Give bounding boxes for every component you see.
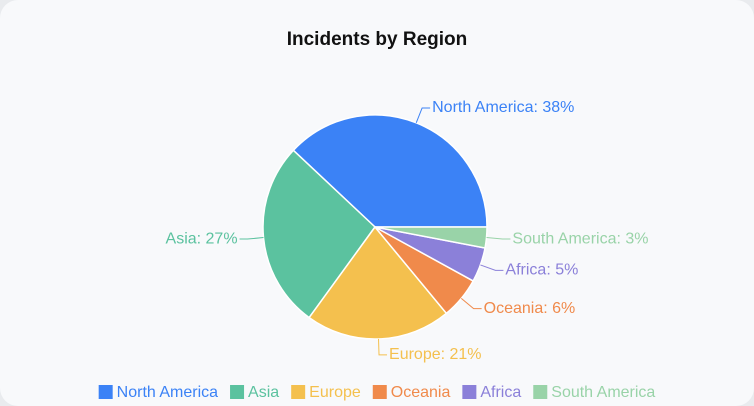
legend-swatch xyxy=(372,385,387,399)
legend-swatch xyxy=(98,385,113,399)
pie-slice xyxy=(308,225,448,340)
data-label: Asia: 27% xyxy=(166,230,238,247)
leader-line xyxy=(486,237,511,240)
leader-line xyxy=(480,264,504,271)
legend-swatch xyxy=(230,385,245,399)
legend-label: North America xyxy=(117,384,218,401)
pie-slice xyxy=(292,114,488,228)
data-label: Africa: 5% xyxy=(505,262,578,279)
pie-slice xyxy=(374,226,488,249)
legend-label: Europe xyxy=(309,384,361,401)
legend-label: Africa xyxy=(480,384,521,401)
data-label: Europe: 21% xyxy=(389,346,482,363)
leader-line xyxy=(378,338,388,356)
data-label: South America: 3% xyxy=(512,230,648,247)
legend: North America Asia Europe Oceania Africa Sout… xyxy=(98,384,655,401)
leader-line xyxy=(415,107,431,124)
legend-swatch xyxy=(291,385,306,399)
legend-swatch xyxy=(533,385,548,399)
legend-swatch xyxy=(462,385,477,399)
leader-line xyxy=(460,298,482,310)
legend-label: South America xyxy=(551,384,655,401)
leader-line xyxy=(239,237,264,240)
chart-title: Incidents by Region xyxy=(287,29,468,50)
data-label: North America: 38% xyxy=(432,99,574,116)
legend-label: Asia xyxy=(248,384,279,401)
legend-label: Oceania xyxy=(391,384,451,401)
data-label: Oceania: 6% xyxy=(484,300,576,317)
